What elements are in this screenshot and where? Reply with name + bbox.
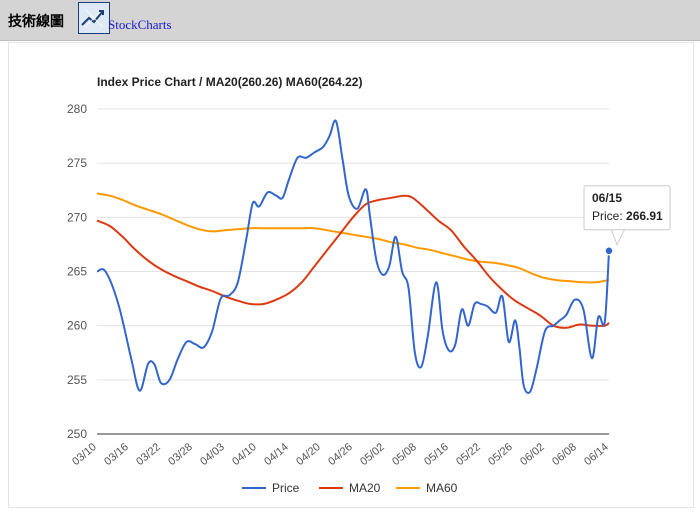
series-line-ma60[interactable]	[96, 192, 610, 284]
tooltip-label: Price:	[592, 209, 626, 223]
chart-tooltip: 06/15 Price: 266.91	[583, 185, 671, 247]
price-chart: Index Price Chart / MA20(260.26) MA60(26…	[67, 75, 671, 495]
y-tick-label: 260	[67, 319, 87, 333]
x-tick-label: 04/03	[198, 441, 227, 468]
chart-legend[interactable]: Price MA20 MA60	[242, 481, 458, 495]
y-tick-label: 280	[67, 102, 87, 116]
x-tick-label: 04/26	[326, 441, 355, 468]
x-tick-label: 05/02	[358, 441, 387, 468]
x-tick-label: 06/02	[518, 441, 547, 468]
x-tick-label: 05/26	[486, 441, 515, 468]
x-tick-label: 04/20	[294, 441, 323, 468]
x-tick-label: 04/14	[262, 441, 291, 468]
chart-grid	[97, 108, 609, 435]
x-tick-label: 03/28	[166, 441, 195, 468]
series-line-ma20[interactable]	[96, 194, 610, 329]
top-bar: 技術線圖 StockCharts	[0, 0, 700, 41]
x-tick-label: 05/16	[422, 441, 451, 468]
tooltip-value: Price: 266.91	[592, 209, 663, 223]
legend-label-price[interactable]: Price	[272, 481, 300, 495]
x-tick-label: 06/08	[550, 441, 579, 468]
series-line-price[interactable]	[96, 119, 610, 394]
chart-panel: Index Price Chart / MA20(260.26) MA60(26…	[8, 42, 694, 508]
y-tick-label: 270	[67, 210, 87, 224]
y-tick-label: 265	[67, 265, 87, 279]
x-tick-label: 05/08	[390, 441, 419, 468]
x-tick-label: 03/16	[102, 441, 131, 468]
price-point-highlight[interactable]	[604, 246, 614, 256]
x-tick-label: 05/22	[454, 441, 483, 468]
y-tick-label: 255	[67, 373, 87, 387]
tooltip-date: 06/15	[592, 191, 622, 205]
x-tick-label: 03/22	[134, 441, 163, 468]
x-tick-label: 06/14	[582, 441, 611, 468]
chart-title: Index Price Chart / MA20(260.26) MA60(26…	[97, 75, 362, 89]
x-tick-label: 04/10	[230, 441, 259, 468]
y-axis-ticks: 250 255 260 265 270 275 280	[67, 102, 87, 441]
legend-label-ma20[interactable]: MA20	[349, 481, 381, 495]
stockcharts-logo-icon[interactable]	[78, 2, 110, 34]
y-tick-label: 250	[67, 427, 87, 441]
x-tick-label: 03/10	[70, 441, 99, 468]
tooltip-number: 266.91	[626, 209, 663, 223]
x-axis-ticks: 03/10 03/16 03/22 03/28 04/03 04/10 04/14 04/20…	[70, 441, 611, 468]
stockcharts-link[interactable]: StockCharts	[108, 17, 172, 32]
section-label: 技術線圖	[8, 14, 64, 30]
legend-label-ma60[interactable]: MA60	[426, 481, 458, 495]
y-tick-label: 275	[67, 156, 87, 170]
chart-lines	[96, 119, 614, 394]
